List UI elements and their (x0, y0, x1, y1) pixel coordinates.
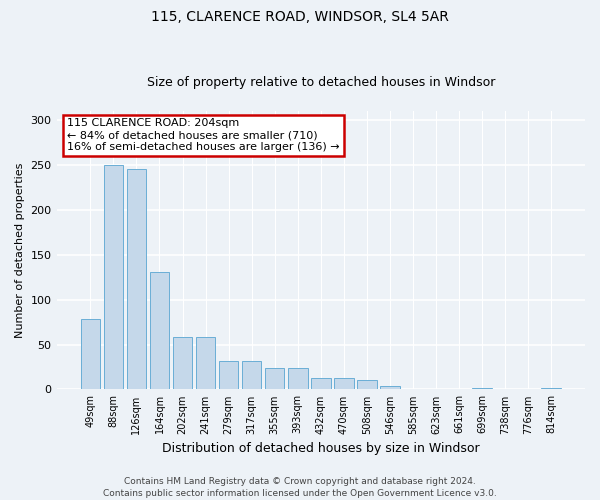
Bar (104, 166, 123, 390)
Bar (380, 386, 400, 390)
Bar (127, 169, 146, 390)
Bar (288, 368, 308, 390)
Y-axis label: Number of detached properties: Number of detached properties (15, 163, 25, 338)
Bar (196, 336, 215, 390)
Bar (265, 368, 284, 390)
Bar (472, 388, 492, 390)
Bar (219, 360, 238, 390)
Bar (173, 336, 193, 390)
Text: 115, CLARENCE ROAD, WINDSOR, SL4 5AR: 115, CLARENCE ROAD, WINDSOR, SL4 5AR (151, 10, 449, 24)
Text: 115 CLARENCE ROAD: 204sqm
← 84% of detached houses are smaller (710)
16% of semi: 115 CLARENCE ROAD: 204sqm ← 84% of detac… (67, 118, 340, 152)
Bar (80, 318, 100, 390)
Bar (149, 272, 169, 390)
Bar (334, 378, 353, 390)
Title: Size of property relative to detached houses in Windsor: Size of property relative to detached ho… (146, 76, 495, 90)
Bar (541, 388, 561, 390)
Bar (242, 360, 262, 390)
Bar (357, 380, 377, 390)
Bar (311, 378, 331, 390)
Text: Contains HM Land Registry data © Crown copyright and database right 2024.
Contai: Contains HM Land Registry data © Crown c… (103, 476, 497, 498)
X-axis label: Distribution of detached houses by size in Windsor: Distribution of detached houses by size … (162, 442, 479, 455)
